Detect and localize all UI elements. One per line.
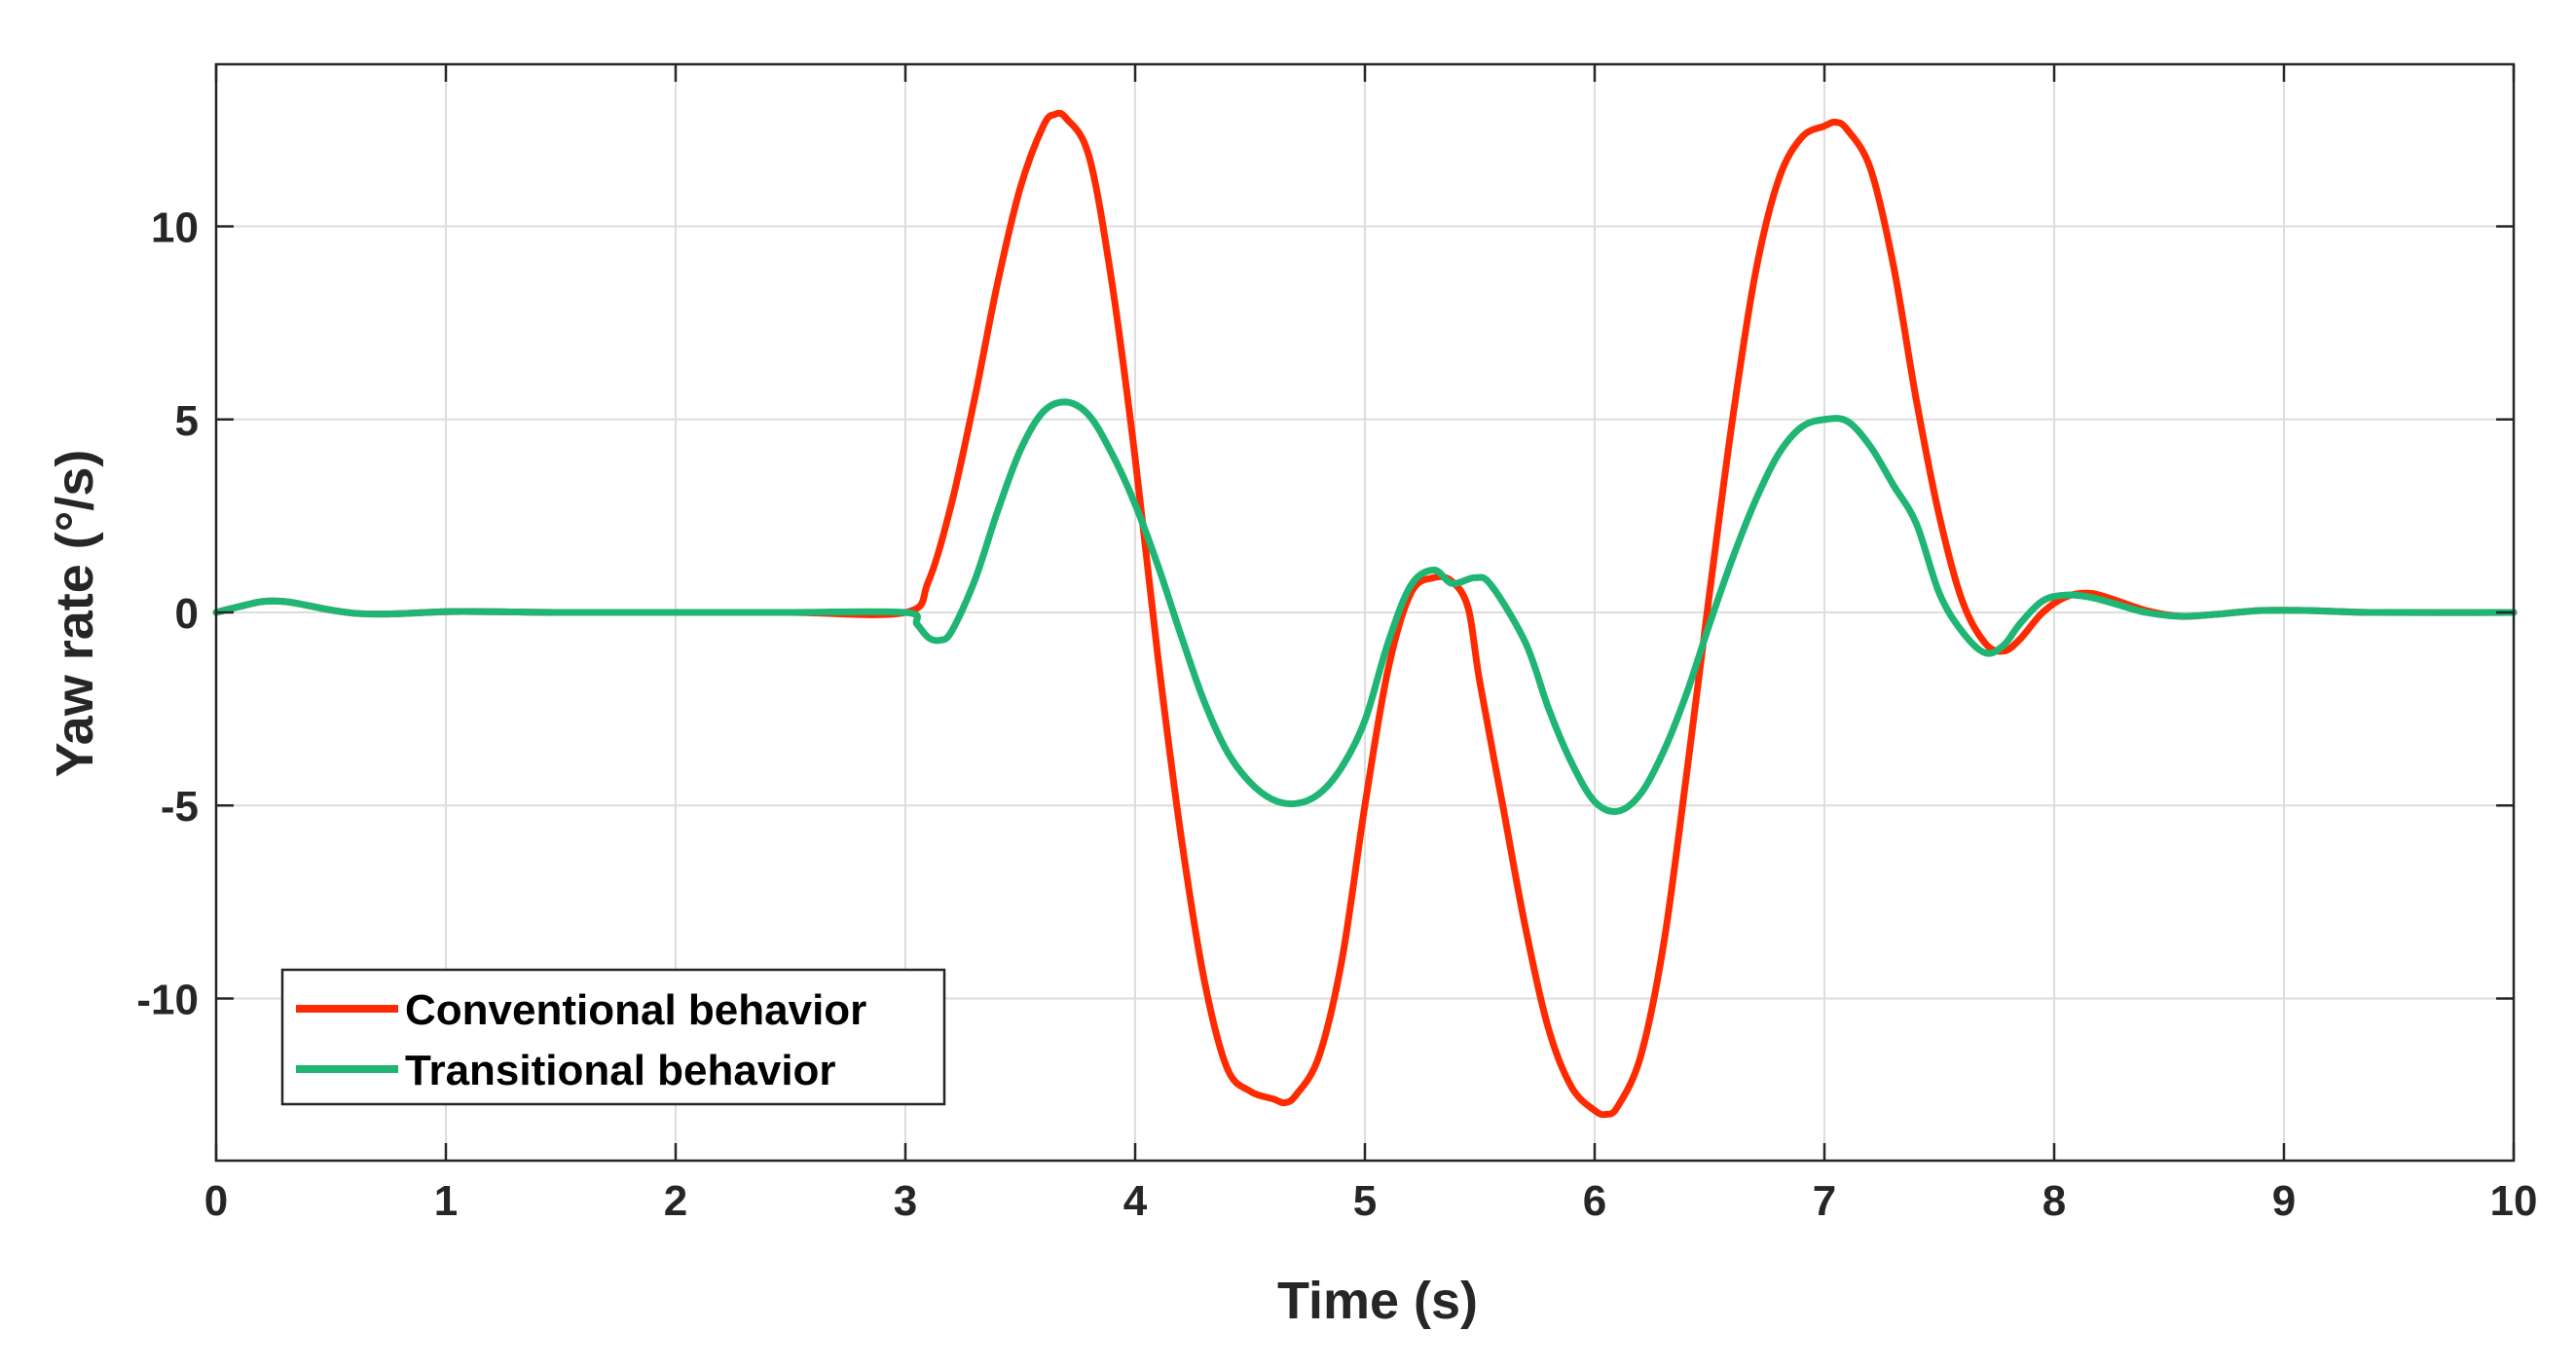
x-tick-label: 7 bbox=[1813, 1177, 1836, 1225]
series-line-conventional bbox=[212, 109, 2518, 1119]
x-tick-label: 0 bbox=[204, 1177, 228, 1225]
x-tick-label: 9 bbox=[2272, 1177, 2296, 1225]
y-tick-labels: 10 5 0 -5 -10 bbox=[136, 204, 199, 1024]
x-tick-label: 1 bbox=[434, 1177, 458, 1225]
legend: Conventional behavior Transitional behav… bbox=[280, 968, 946, 1106]
x-tick-label: 3 bbox=[894, 1177, 917, 1225]
y-tick-label: 10 bbox=[151, 204, 199, 252]
x-tick-label: 5 bbox=[1353, 1177, 1377, 1225]
x-tick-label: 10 bbox=[2490, 1177, 2538, 1225]
x-tick-label: 2 bbox=[664, 1177, 687, 1225]
legend-label-conventional: Conventional behavior bbox=[405, 986, 866, 1034]
series-line-transitional bbox=[212, 398, 2518, 815]
y-tick-label: -5 bbox=[161, 783, 199, 831]
legend-label-transitional: Transitional behavior bbox=[405, 1047, 836, 1094]
ticks bbox=[214, 64, 2516, 1161]
x-tick-label: 8 bbox=[2042, 1177, 2066, 1225]
y-axis-title: Yaw rate (°/s) bbox=[46, 450, 104, 778]
y-tick-label: 0 bbox=[175, 590, 199, 638]
x-tick-label: 6 bbox=[1583, 1177, 1606, 1225]
y-tick-label: -10 bbox=[136, 976, 199, 1023]
y-tick-label: 5 bbox=[175, 397, 199, 445]
legend-box bbox=[280, 968, 946, 1106]
x-axis-title: Time (s) bbox=[1277, 1272, 1478, 1330]
x-tick-labels: 0 1 2 3 4 5 6 7 8 9 10 bbox=[204, 1177, 2538, 1225]
x-tick-label: 4 bbox=[1123, 1177, 1148, 1225]
series-layer bbox=[212, 109, 2518, 1119]
